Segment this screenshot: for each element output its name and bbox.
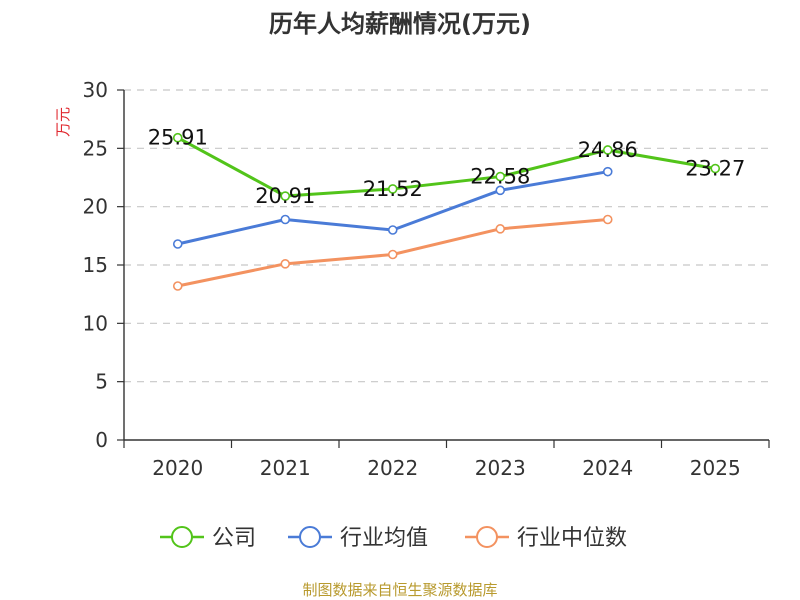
data-label-2020: 25.91 bbox=[148, 126, 208, 150]
y-tick-label-5: 5 bbox=[95, 370, 108, 394]
source-note: 制图数据来自恒生聚源数据库 bbox=[302, 581, 497, 599]
legend[interactable]: 公司 行业均值 行业中位数 bbox=[160, 526, 627, 551]
data-point-s1-2021[interactable] bbox=[280, 214, 291, 225]
y-tick-label-20: 20 bbox=[83, 195, 108, 219]
legend-label-0: 公司 bbox=[212, 526, 256, 551]
data-label-2021: 20.91 bbox=[255, 184, 315, 208]
data-point-s1-2022[interactable] bbox=[387, 225, 398, 235]
y-tick-label-0: 0 bbox=[95, 428, 108, 452]
x-tick-label-2022: 2022 bbox=[367, 456, 418, 480]
legend-marker-0 bbox=[171, 526, 193, 548]
data-label-2024: 24.86 bbox=[578, 138, 638, 162]
grid-lines bbox=[124, 89, 769, 383]
legend-label-1: 行业均值 bbox=[340, 526, 428, 551]
x-tick-label-2020: 2020 bbox=[152, 456, 203, 480]
data-point-s0-2023[interactable] bbox=[495, 171, 506, 182]
data-point-s0-2024[interactable] bbox=[602, 145, 613, 155]
data-point-s2-2021[interactable] bbox=[280, 259, 291, 269]
series-line-0 bbox=[177, 136, 716, 198]
y-tick-label-10: 10 bbox=[83, 311, 108, 335]
data-point-s1-2020[interactable] bbox=[172, 239, 183, 249]
series-group bbox=[172, 132, 721, 291]
x-tick-label-2023: 2023 bbox=[475, 456, 526, 480]
data-label-2022: 21.52 bbox=[363, 177, 423, 201]
legend-marker-2 bbox=[476, 526, 498, 548]
x-tick-label-2024: 2024 bbox=[582, 456, 633, 480]
y-axis-label: 万元 bbox=[54, 107, 72, 137]
data-labels: 25.91 20.91 21.52 22.58 24.86 23.27 bbox=[148, 126, 746, 208]
legend-item-2[interactable]: 行业中位数 bbox=[465, 526, 627, 551]
data-point-s0-2021[interactable] bbox=[280, 191, 291, 201]
data-point-s2-2023[interactable] bbox=[495, 224, 506, 234]
x-tick-label-2025: 2025 bbox=[690, 456, 741, 480]
y-tick-label-25: 25 bbox=[83, 136, 108, 160]
data-point-s0-2025[interactable] bbox=[710, 163, 721, 174]
data-point-s2-2024[interactable] bbox=[602, 214, 613, 225]
data-point-s1-2023[interactable] bbox=[495, 185, 506, 196]
data-label-2023: 22.58 bbox=[470, 165, 530, 189]
data-label-2025: 23.27 bbox=[685, 157, 745, 181]
legend-marker-1 bbox=[299, 526, 321, 548]
data-point-s2-2020[interactable] bbox=[172, 281, 183, 291]
data-point-s2-2022[interactable] bbox=[387, 249, 398, 260]
data-point-s0-2020[interactable] bbox=[172, 132, 183, 143]
y-tick-label-30: 30 bbox=[83, 78, 108, 102]
chart-title: 历年人均薪酬情况(万元) bbox=[269, 10, 531, 38]
x-tick-label-2021: 2021 bbox=[260, 456, 311, 480]
y-tick-label-15: 15 bbox=[83, 253, 108, 277]
data-point-s1-2024[interactable] bbox=[602, 166, 613, 177]
legend-label-2: 行业中位数 bbox=[517, 526, 627, 551]
legend-item-1[interactable]: 行业均值 bbox=[288, 526, 428, 551]
legend-item-0[interactable]: 公司 bbox=[160, 526, 256, 551]
data-point-s0-2022[interactable] bbox=[387, 184, 398, 194]
